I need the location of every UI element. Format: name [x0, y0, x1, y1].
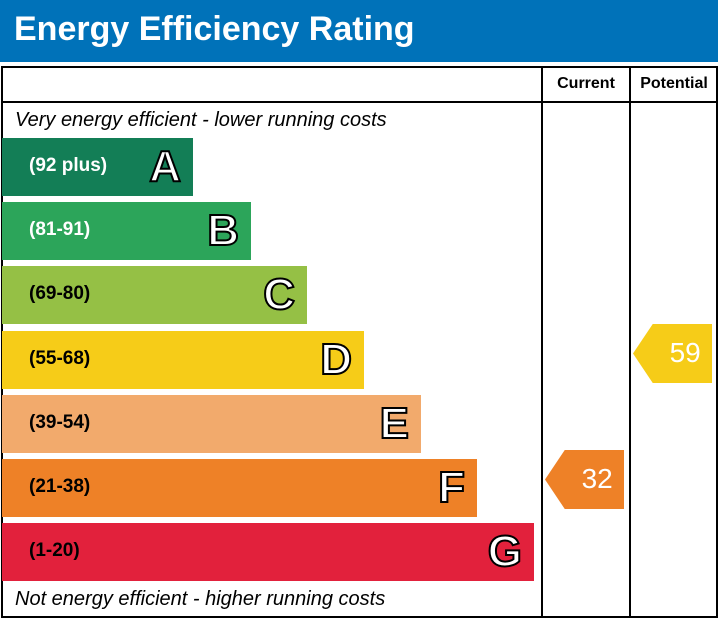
band-bar-g: (1-20) G	[2, 523, 534, 581]
band-letter: F	[437, 462, 466, 513]
band-bar-a: (92 plus) A	[2, 138, 193, 196]
chart-title: Energy Efficiency Rating	[14, 10, 415, 48]
potential-rating-arrow: 59	[633, 324, 712, 383]
band-range-label: (92 plus)	[29, 155, 108, 176]
band-letter: B	[206, 205, 240, 256]
band-letter: D	[319, 334, 353, 385]
band-range-label: (81-91)	[29, 219, 91, 240]
header-bar: Energy Efficiency Rating	[0, 0, 718, 62]
band-letter: E	[379, 398, 410, 449]
current-rating-arrow: 32	[545, 450, 624, 509]
band-letter: A	[148, 141, 182, 192]
band-bar-c: (69-80) C	[2, 266, 307, 324]
potential-rating-value: 59	[669, 337, 701, 368]
bottom-note: Not energy efficient - higher running co…	[15, 588, 386, 610]
band-letter: C	[262, 269, 296, 320]
band-range-label: (21-38)	[29, 476, 91, 497]
column-header-potential: Potential	[640, 75, 708, 92]
band-range-label: (69-80)	[29, 283, 91, 304]
column-divider	[629, 66, 631, 618]
column-divider	[541, 66, 543, 618]
header-divider	[1, 101, 718, 103]
band-range-label: (1-20)	[29, 540, 80, 561]
column-header-current: Current	[557, 75, 615, 92]
band-bar-f: (21-38) F	[2, 459, 477, 517]
band-bar-d: (55-68) D	[2, 331, 364, 389]
band-range-label: (39-54)	[29, 412, 91, 433]
band-bar-b: (81-91) B	[2, 202, 251, 260]
band-range-label: (55-68)	[29, 348, 91, 369]
top-note: Very energy efficient - lower running co…	[15, 109, 387, 131]
current-rating-value: 32	[581, 463, 613, 494]
band-letter: G	[487, 526, 523, 577]
band-bar-e: (39-54) E	[2, 395, 421, 453]
